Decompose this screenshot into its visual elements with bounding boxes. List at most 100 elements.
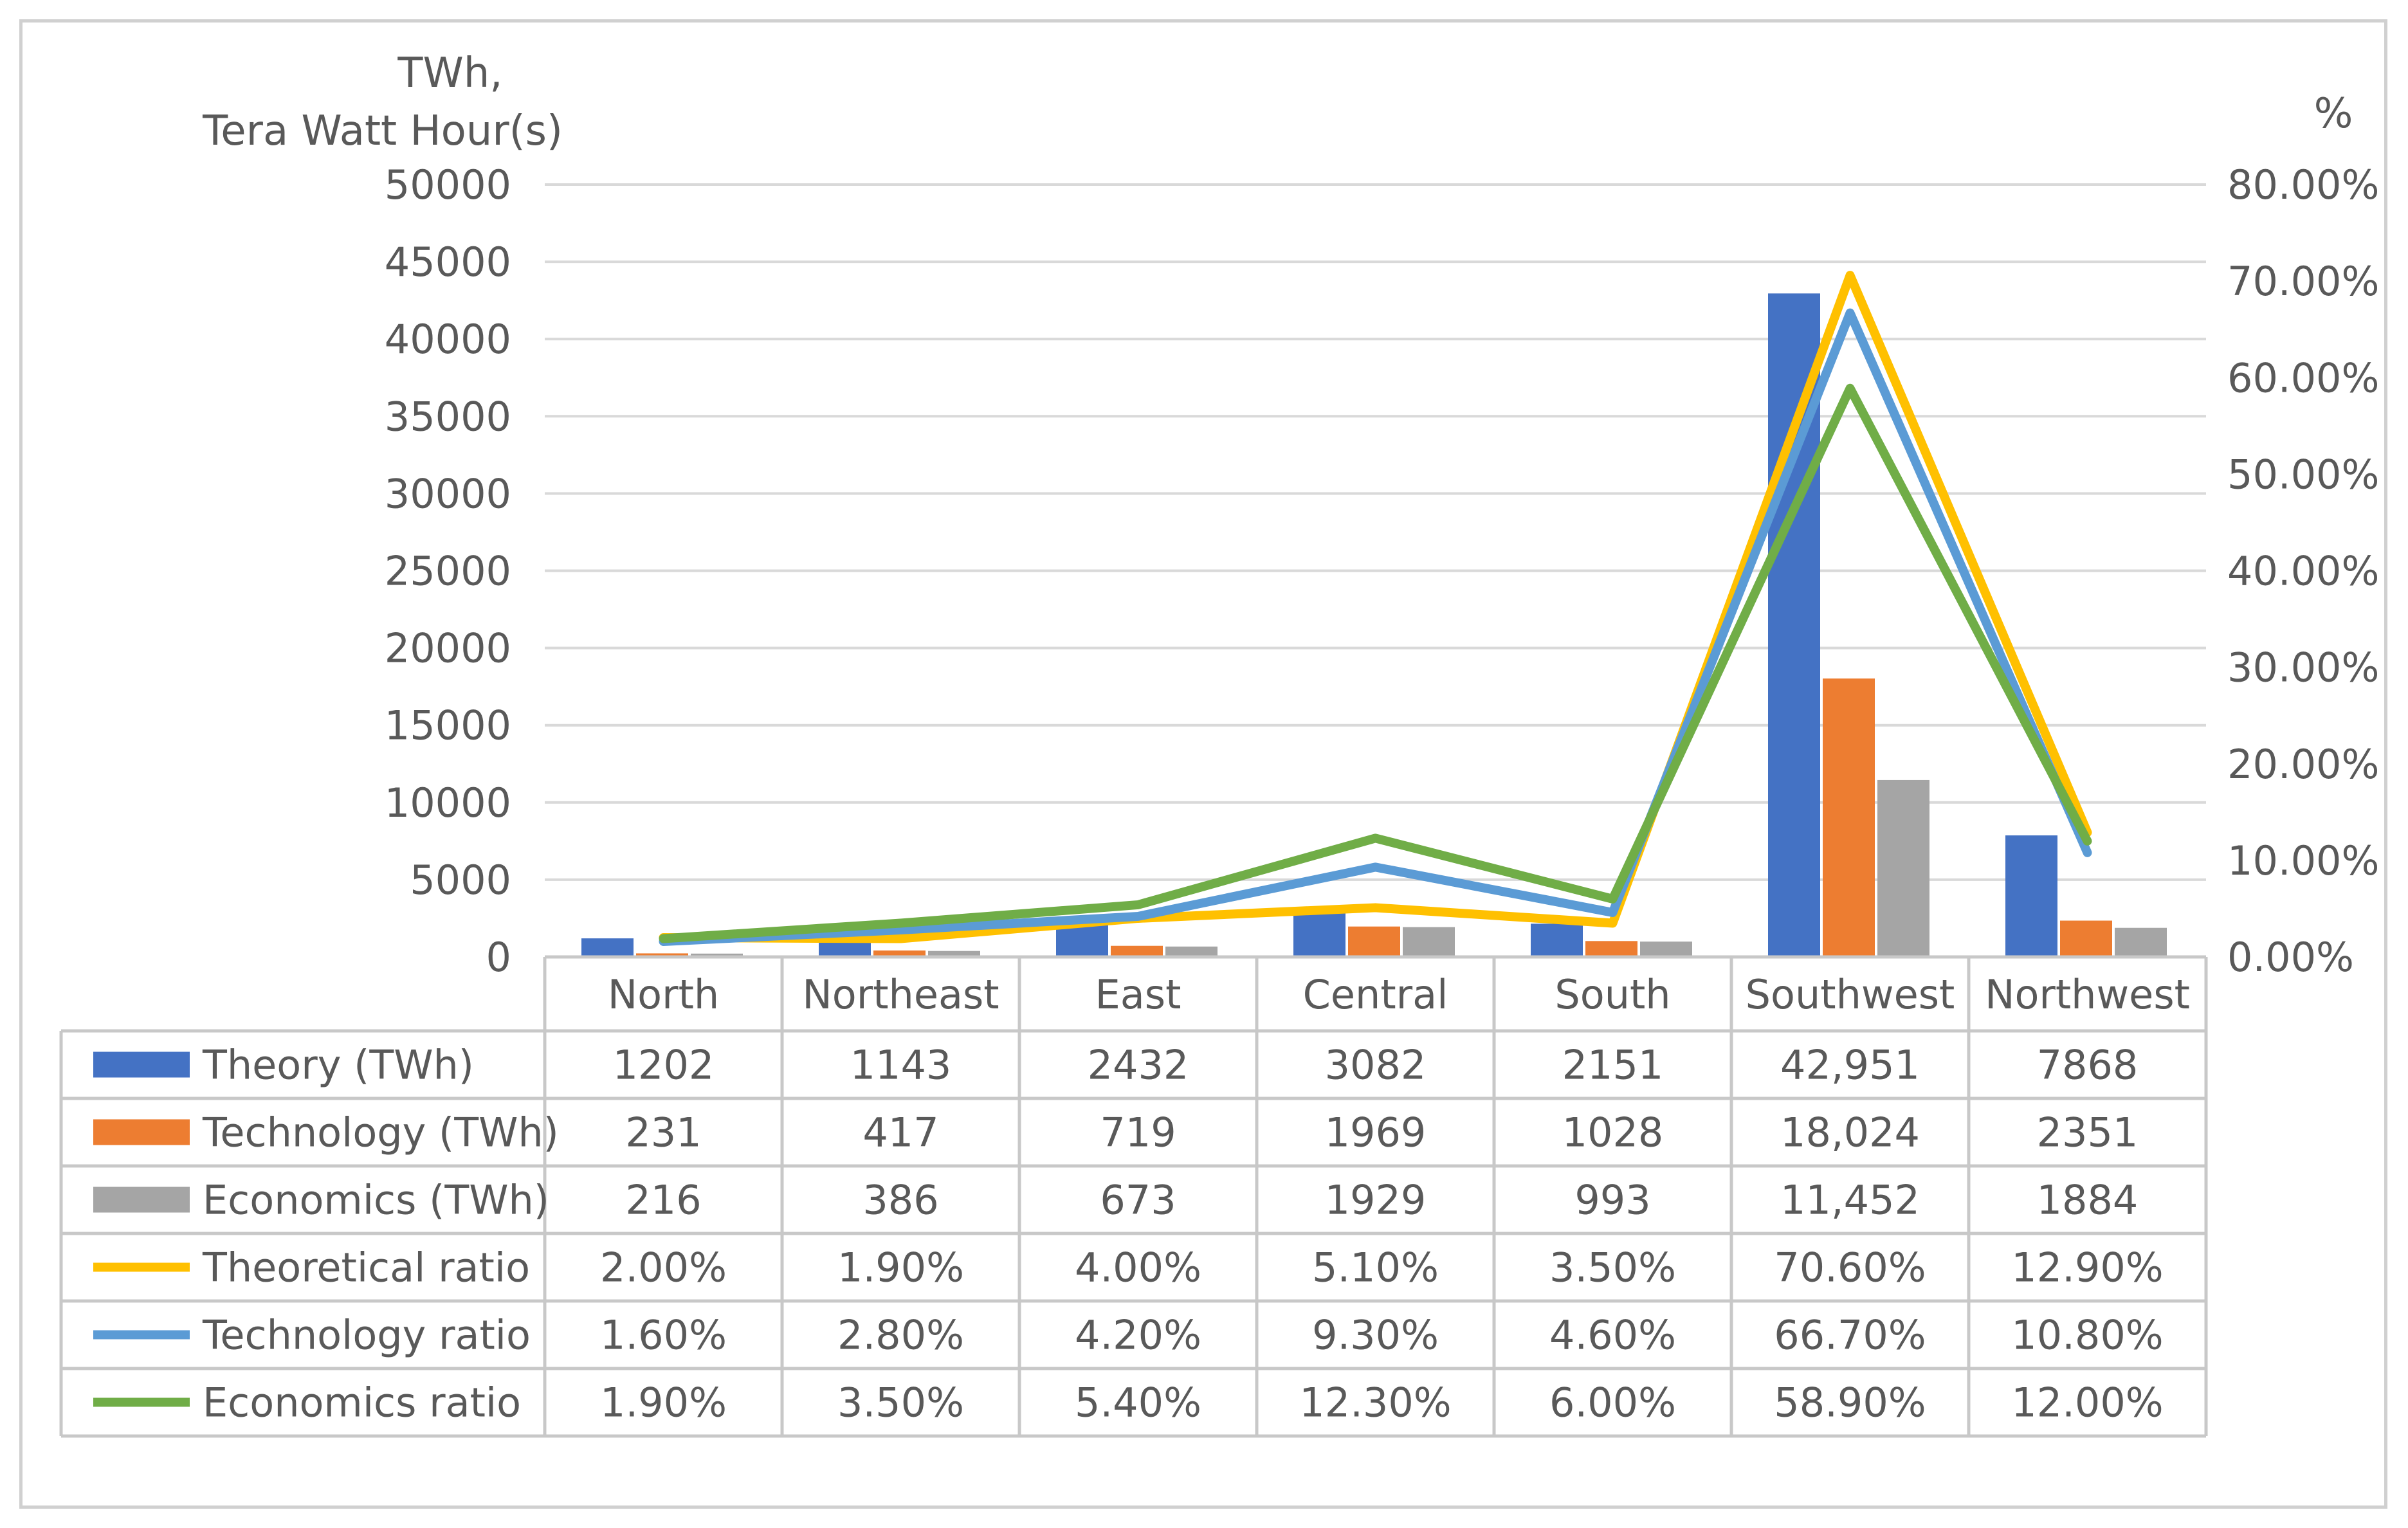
table-cell: 12.00% <box>2011 1379 2163 1426</box>
table-cell: 1884 <box>2037 1177 2139 1224</box>
left-tick-label: 20000 <box>385 625 511 672</box>
table-cell: 4.00% <box>1075 1244 1201 1291</box>
table-cell: 6.00% <box>1549 1379 1676 1426</box>
left-tick-label: 40000 <box>385 316 511 363</box>
table-cell: 2.80% <box>837 1312 964 1359</box>
left-tick-label: 10000 <box>385 779 511 826</box>
left-tick-label: 15000 <box>385 702 511 749</box>
line-technology-ratio <box>659 308 2092 946</box>
chart: TWh, Tera Watt Hour(s) % 0 5000 10000 15000… <box>59 50 2379 1438</box>
bar-technology-twh-northeast <box>873 950 926 957</box>
line-economics-ratio <box>659 383 2092 943</box>
category-label: Central <box>1303 971 1448 1018</box>
table-cell: 10.80% <box>2011 1312 2163 1359</box>
table-cell: 1.60% <box>600 1312 727 1359</box>
right-tick-label: 20.00% <box>2227 741 2379 788</box>
table-cell: 993 <box>1574 1177 1650 1224</box>
legend-label: Economics ratio <box>203 1379 521 1426</box>
category-label: East <box>1095 971 1181 1018</box>
legend-label: Theoretical ratio <box>202 1244 530 1291</box>
table-cell: 1202 <box>613 1042 715 1089</box>
table-cell: 3.50% <box>1549 1244 1676 1291</box>
bar-theory-twh-north <box>581 938 634 957</box>
bar-economics-twh-northeast <box>928 950 980 957</box>
table-cell: 673 <box>1100 1177 1176 1224</box>
table-cell: 66.70% <box>1774 1312 1926 1359</box>
table-cell: 2151 <box>1562 1042 1664 1089</box>
bar-technology-twh-east <box>1111 945 1163 957</box>
category-label: Northeast <box>802 971 999 1018</box>
table-cell: 70.60% <box>1774 1244 1926 1291</box>
bar-economics-twh-north <box>691 953 743 957</box>
right-tick-label: 70.00% <box>2227 258 2379 305</box>
table-cell: 5.40% <box>1075 1379 1201 1426</box>
bar-economics-twh-south <box>1640 941 1692 957</box>
table-cell: 1.90% <box>600 1379 727 1426</box>
table-cell: 4.20% <box>1075 1312 1201 1359</box>
table-cell: 1929 <box>1325 1177 1427 1224</box>
right-tick-label: 30.00% <box>2227 644 2379 691</box>
table-cell: 58.90% <box>1774 1379 1926 1426</box>
table-cell: 5.10% <box>1312 1244 1439 1291</box>
bar-technology-twh-northwest <box>2060 920 2112 957</box>
bar-economics-twh-northwest <box>2115 927 2167 957</box>
table-cell: 11,452 <box>1780 1177 1920 1224</box>
table-cell: 216 <box>625 1177 701 1224</box>
legend-key-theory-twh <box>93 1051 190 1078</box>
left-tick-label: 45000 <box>385 239 511 286</box>
chart-frame: TWh, Tera Watt Hour(s) % 0 5000 10000 15000… <box>19 19 2387 1509</box>
bar-theory-twh-south <box>1531 923 1583 957</box>
table-cell: 1969 <box>1325 1109 1427 1156</box>
table-cell: 12.30% <box>1299 1379 1451 1426</box>
category-label: South <box>1555 971 1670 1018</box>
table-cell: 1.90% <box>837 1244 964 1291</box>
table-cell: 417 <box>862 1109 938 1156</box>
bar-technology-twh-southwest <box>1823 678 1875 957</box>
table-cell: 2.00% <box>600 1244 727 1291</box>
table-cell: 1143 <box>850 1042 952 1089</box>
left-axis-label-line1: TWh, <box>397 50 502 97</box>
table-cell: 18,024 <box>1780 1109 1920 1156</box>
line-theoretical-ratio <box>659 271 2092 943</box>
table-cell: 7868 <box>2037 1042 2139 1089</box>
category-label: North <box>608 971 719 1018</box>
left-tick-label: 35000 <box>385 393 511 440</box>
bar-economics-twh-southwest <box>1877 779 1929 957</box>
table-cell: 3.50% <box>837 1379 964 1426</box>
bar-theory-twh-northwest <box>2005 835 2057 957</box>
legend-label: Technology (TWh) <box>202 1109 559 1156</box>
table-cell: 719 <box>1100 1109 1176 1156</box>
left-tick-label: 25000 <box>385 548 511 595</box>
table-cell: 386 <box>862 1177 938 1224</box>
bar-economics-twh-central <box>1403 927 1455 957</box>
table-cell: 12.90% <box>2011 1244 2163 1291</box>
left-tick-label: 0 <box>486 934 511 981</box>
left-tick-label: 50000 <box>385 161 511 208</box>
table-cell: 42,951 <box>1780 1042 1920 1089</box>
right-tick-label: 40.00% <box>2227 548 2379 595</box>
category-label: Southwest <box>1746 971 1955 1018</box>
legend-label: Theory (TWh) <box>202 1042 474 1089</box>
bar-technology-twh-south <box>1585 941 1637 957</box>
right-tick-label: 50.00% <box>2227 451 2379 498</box>
right-axis-label: % <box>2314 90 2353 138</box>
bar-theory-twh-southwest <box>1768 293 1820 957</box>
right-tick-label: 0.00% <box>2227 934 2354 981</box>
left-tick-label: 5000 <box>410 857 511 904</box>
legend-key-economics-twh <box>93 1187 190 1213</box>
table-cell: 1028 <box>1562 1109 1664 1156</box>
left-tick-label: 30000 <box>385 470 511 517</box>
table-cell: 4.60% <box>1549 1312 1676 1359</box>
bar-economics-twh-east <box>1165 946 1218 957</box>
right-tick-label: 80.00% <box>2227 161 2379 208</box>
legend-label: Economics (TWh) <box>203 1177 549 1224</box>
right-tick-label: 60.00% <box>2227 354 2379 401</box>
legend-label: Technology ratio <box>202 1312 531 1359</box>
table-cell: 2351 <box>2037 1109 2139 1156</box>
table-cell: 9.30% <box>1312 1312 1439 1359</box>
bar-theory-twh-central <box>1293 909 1345 957</box>
table-cell: 3082 <box>1325 1042 1427 1089</box>
table-cell: 231 <box>625 1109 701 1156</box>
bar-technology-twh-central <box>1348 926 1400 957</box>
category-label: Northwest <box>1985 971 2190 1018</box>
